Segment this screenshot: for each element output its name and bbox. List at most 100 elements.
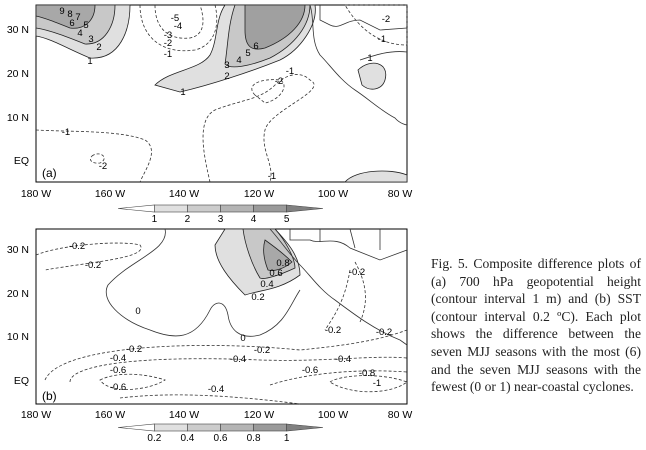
colorbar-a: 1 2 3 4 5	[117, 204, 324, 225]
shaded-high-central	[154, 4, 316, 93]
shaded-high-southeast	[344, 170, 408, 183]
colorbar-low-arrow	[117, 423, 155, 432]
contour-label: -2	[164, 38, 172, 49]
contour-label: -0.8	[359, 368, 375, 379]
contour-label: -0.2	[126, 344, 142, 355]
contour-label: 8	[67, 9, 72, 20]
contour-label: -1	[62, 127, 70, 138]
contour-label: -0.4	[230, 354, 246, 365]
contour-label: -5	[171, 13, 179, 24]
lat-tick: 20 N	[7, 68, 29, 80]
contour-label: -0.4	[110, 353, 126, 364]
lat-tick: EQ	[14, 375, 29, 387]
contour-label: -0.2	[254, 345, 270, 356]
contour-label: 0.6	[269, 268, 282, 279]
colorbar-tick: 1	[152, 214, 158, 225]
colorbar-tick: 0.2	[147, 433, 161, 444]
lat-axis-a: 30 N 20 N 10 N EQ	[7, 24, 29, 167]
lon-tick: 80 W	[388, 409, 413, 421]
lat-tick: 20 N	[7, 288, 29, 300]
colorbar-segment	[154, 423, 188, 432]
coastline-b	[269, 228, 408, 346]
contour-label: 1	[87, 56, 92, 67]
contour-label: 0	[240, 333, 245, 344]
contour-label: -2	[382, 14, 390, 25]
contour-label: 5	[83, 20, 88, 31]
contour-label: 0.2	[251, 292, 264, 303]
negative-contours-b	[35, 242, 408, 405]
figure-caption: Fig. 5. Composite difference plots of (a…	[431, 256, 641, 395]
lon-tick: 180 W	[21, 188, 51, 200]
colorbar-high-arrow	[286, 423, 324, 432]
lat-tick: 10 N	[7, 331, 29, 343]
colorbar-tick: 4	[251, 214, 257, 225]
contour-label: 9	[59, 6, 64, 17]
colorbar-segment	[187, 204, 221, 213]
colorbar-segment	[220, 204, 254, 213]
contour-label: 6	[253, 41, 258, 52]
lon-axis-a: 180 W 160 W 140 W 120 W 100 W 80 W	[21, 188, 413, 200]
contour-label: -0.2	[325, 325, 341, 336]
contour-label: 3	[224, 60, 229, 71]
colorbar-tick: 2	[185, 214, 191, 225]
contour-label: 5	[245, 48, 250, 59]
lon-tick: 140 W	[169, 409, 199, 421]
contour-label: -0.4	[208, 384, 224, 395]
lat-tick: 30 N	[7, 244, 29, 256]
contour-label: -4	[174, 21, 182, 32]
contour-label: 6	[69, 18, 74, 29]
contour-label: 2	[96, 42, 101, 53]
colorbar-segment	[253, 204, 287, 213]
lon-tick: 140 W	[169, 188, 199, 200]
panel-label-b: (b)	[42, 389, 57, 403]
contour-label: -0.2	[85, 260, 101, 271]
lon-tick: 100 W	[318, 409, 348, 421]
contour-label: -0.2	[376, 327, 392, 338]
colorbar-low-arrow	[117, 204, 155, 213]
colorbar-segment	[187, 423, 221, 432]
colorbar-b: 0.2 0.4 0.6 0.8 1	[117, 423, 324, 444]
contour-label: -0.2	[69, 241, 85, 252]
contour-label: -1	[373, 378, 381, 389]
panel-a: 9 8 7 6 5 4 3 2 1 -5 -4 -3 -2 -1 6 5 4 3…	[7, 4, 413, 225]
colorbar-tick: 3	[218, 214, 224, 225]
colorbar-tick: 0.8	[247, 433, 261, 444]
coastline-a	[309, 4, 408, 126]
contour-label: -2	[275, 76, 283, 87]
contour-label: -0.6	[110, 382, 126, 393]
lon-tick: 80 W	[388, 188, 413, 200]
contour-label: -0.6	[110, 365, 126, 376]
shaded-high-northwest	[35, 4, 131, 59]
lon-tick: 160 W	[95, 409, 125, 421]
colorbar-tick: 1	[284, 433, 290, 444]
contour-label: -0.2	[349, 267, 365, 278]
contour-label: 0	[135, 306, 140, 317]
contour-labels-b: -0.2 -0.2 0.8 0.6 0.4 0.2 0 0 -0.2 -0.2 …	[69, 241, 392, 395]
lon-tick: 120 W	[244, 188, 274, 200]
lon-tick: 160 W	[95, 188, 125, 200]
contour-label: -2	[99, 161, 107, 172]
colorbar-high-arrow	[286, 204, 324, 213]
contour-label: 1	[367, 53, 372, 64]
lon-tick: 180 W	[21, 409, 51, 421]
contour-label: 2	[224, 71, 229, 82]
contour-labels-a: 9 8 7 6 5 4 3 2 1 -5 -4 -3 -2 -1 6 5 4 3…	[59, 6, 390, 182]
colorbar-tick: 5	[284, 214, 290, 225]
lat-axis-b: 30 N 20 N 10 N EQ	[7, 244, 29, 387]
lat-tick: 30 N	[7, 24, 29, 36]
contour-label: -1	[268, 171, 276, 182]
colorbar-tick: 0.4	[180, 433, 194, 444]
contour-label: -1	[164, 49, 172, 60]
contour-label: -0.4	[335, 354, 351, 365]
lat-tick: EQ	[14, 155, 29, 167]
colorbar-tick: 0.6	[214, 433, 228, 444]
contour-label: 3	[88, 34, 93, 45]
figure: 9 8 7 6 5 4 3 2 1 -5 -4 -3 -2 -1 6 5 4 3…	[7, 4, 413, 444]
contour-label: 0.4	[260, 279, 273, 290]
zero-contour	[105, 228, 301, 337]
lat-tick: 10 N	[7, 112, 29, 124]
contour-label: 4	[236, 55, 241, 66]
contour-label: 1	[180, 87, 185, 98]
negative-contours-a	[35, 4, 408, 183]
shaded-warm-0.6	[263, 239, 293, 271]
